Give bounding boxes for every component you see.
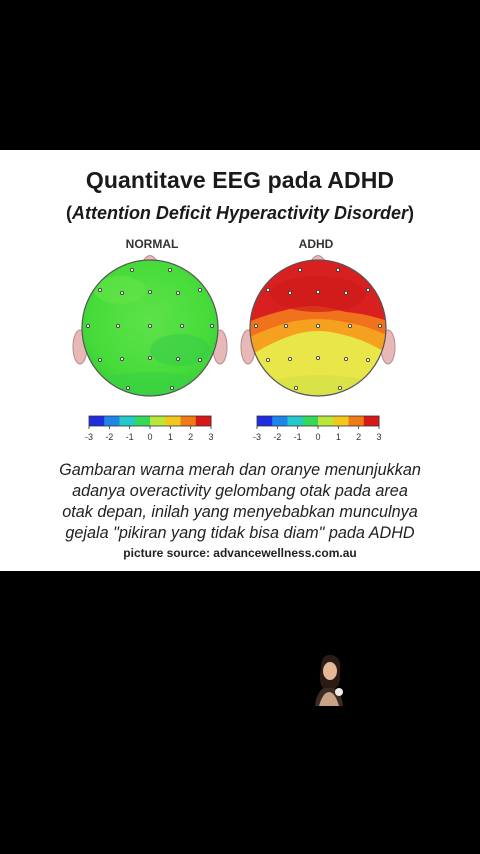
adhd-scale-segment <box>272 416 288 426</box>
subtitle-open-paren: ( <box>65 203 72 223</box>
adhd-scale-tick-label: -3 <box>253 432 261 442</box>
adhd-scale-segment <box>302 416 319 426</box>
eeg-maps: NORMAL ADHD <box>72 237 396 442</box>
adhd-scale-segment <box>318 416 334 426</box>
adhd-scale-tick-label: 2 <box>356 432 361 442</box>
adhd-scale-segment <box>348 416 365 426</box>
normal-scale-segment <box>150 416 166 426</box>
adhd-scale-tick-label: 1 <box>336 432 341 442</box>
normal-scale-tick-label: 2 <box>188 432 193 442</box>
normal-scale-segment <box>119 416 136 426</box>
normal-scale-tick-label: -1 <box>126 432 134 442</box>
content-card: Quantitave EEG pada ADHD (Attention Defi… <box>0 150 480 571</box>
subtitle-close-paren: ) <box>408 203 415 223</box>
normal-scale-tick-label: -2 <box>105 432 113 442</box>
normal-scale-segment <box>104 416 120 426</box>
caption-line-4: gejala "pikiran yang tidak bisa diam" pa… <box>65 524 415 542</box>
normal-scale-segment <box>195 416 212 426</box>
normal-scale-segment <box>134 416 151 426</box>
adhd-head <box>240 255 396 397</box>
caption: Gambaran warna merah dan oranye menunjuk… <box>0 460 480 544</box>
adhd-scale-tick-label: 3 <box>376 432 381 442</box>
normal-scale-tick-label: 0 <box>147 432 152 442</box>
caption-line-3: otak depan, inilah yang menyebabkan munc… <box>62 503 418 521</box>
normal-scale-tick-label: 1 <box>168 432 173 442</box>
adhd-color-scale: -3 -2 -1 0 1 2 3 <box>253 415 382 442</box>
adhd-map-label: ADHD <box>299 237 334 251</box>
normal-scale-segment <box>165 416 181 426</box>
adhd-scale-tick-label: -2 <box>273 432 281 442</box>
page-subtitle: (Attention Deficit Hyperactivity Disorde… <box>0 203 480 224</box>
adhd-scale-tick-label: -1 <box>294 432 302 442</box>
picture-source: picture source: advancewellness.com.au <box>123 546 357 560</box>
normal-color-scale: -3 -2 -1 0 1 2 3 <box>85 415 214 442</box>
adhd-scale-segment <box>257 416 273 426</box>
presenter-avatar <box>315 654 343 706</box>
adhd-scale-tick-label: 0 <box>315 432 320 442</box>
adhd-scale-segment <box>287 416 304 426</box>
normal-scale-tick-label: -3 <box>85 432 93 442</box>
caption-line-1: Gambaran warna merah dan oranye menunjuk… <box>59 461 421 479</box>
subtitle-text: Attention Deficit Hyperactivity Disorder <box>71 203 409 223</box>
page-title: Quantitave EEG pada ADHD <box>85 167 395 193</box>
adhd-scale-segment <box>333 416 349 426</box>
normal-scale-tick-label: 3 <box>208 432 213 442</box>
adhd-scale-segment <box>363 416 380 426</box>
normal-scale-segment <box>89 416 105 426</box>
normal-scale-segment <box>180 416 197 426</box>
normal-map-label: NORMAL <box>126 237 179 251</box>
normal-head <box>72 255 228 397</box>
caption-line-2: adanya overactivity gelombang otak pada … <box>72 482 408 500</box>
